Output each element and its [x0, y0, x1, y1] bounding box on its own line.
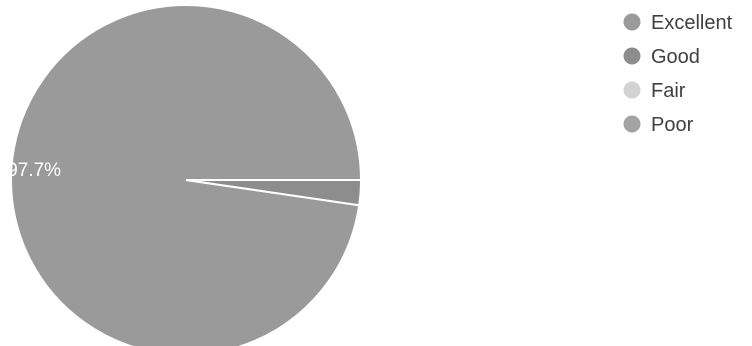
legend-label-excellent: Excellent — [651, 12, 733, 34]
legend-swatch-poor — [623, 115, 641, 133]
pie-slice-labels: 97.7% — [7, 160, 61, 181]
pie-slice-excellent — [10, 4, 363, 346]
legend-label-poor: Poor — [651, 114, 694, 136]
legend-swatch-excellent — [623, 13, 641, 31]
pie-slice-good — [185, 179, 363, 207]
legend: Excellent Good Fair Poor — [623, 12, 733, 136]
pie-slices — [10, 4, 363, 346]
legend-swatch-good — [623, 47, 641, 65]
legend-swatch-fair — [623, 81, 641, 99]
legend-label-good: Good — [651, 46, 700, 68]
legend-label-fair: Fair — [651, 80, 686, 102]
slice-label-excellent: 97.7% — [7, 160, 61, 181]
